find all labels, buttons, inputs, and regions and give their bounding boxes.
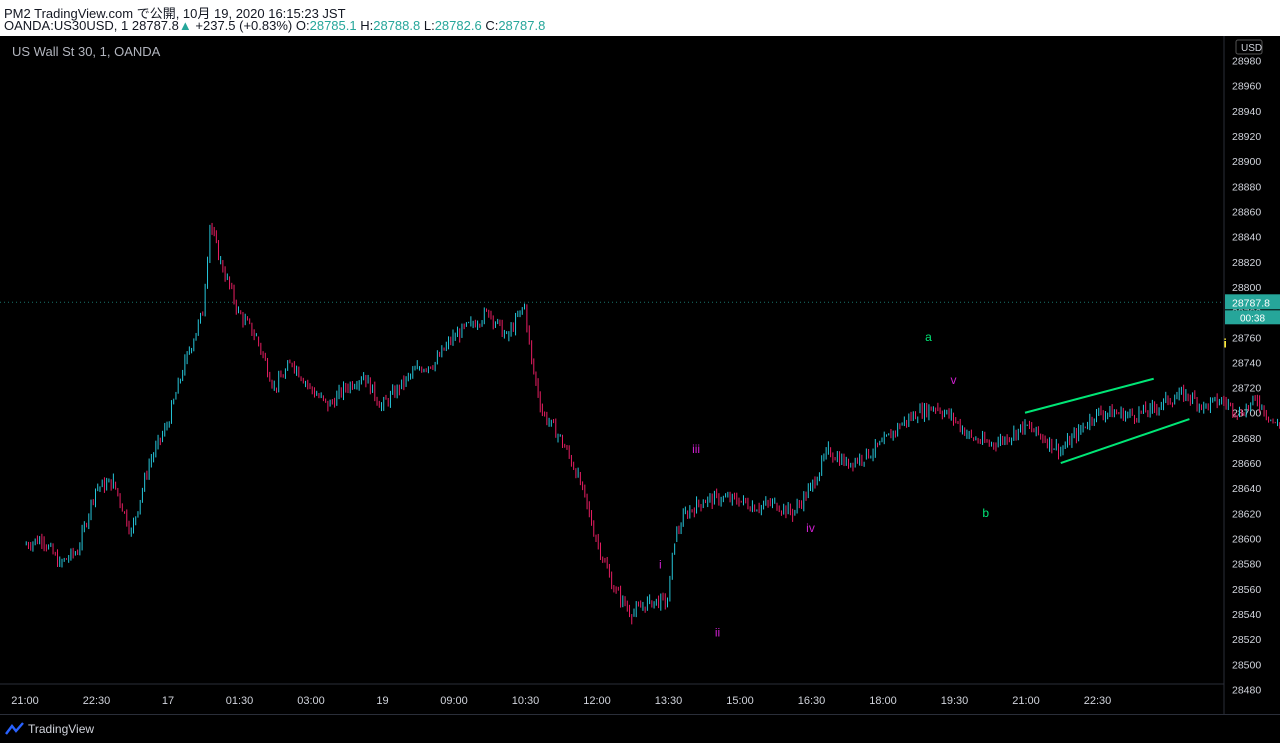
wave-label: iv (806, 521, 815, 535)
price-chart[interactable]: 28480 28500 28520 28540 28560 28580 28600 28620… (0, 36, 1280, 714)
x-tick-label: 21:00 (11, 695, 39, 707)
low-label: L: (423, 18, 435, 33)
price-change: +237.5 (+0.83%) (195, 18, 293, 33)
x-tick-label: 19 (376, 695, 388, 707)
low-value: 28782.6 (434, 18, 482, 33)
price-series (25, 222, 1280, 625)
wave-label: v (951, 373, 957, 387)
price-axis[interactable]: 28480 28500 28520 28540 28560 28580 28600 28620… (1223, 36, 1263, 714)
y-tick-label: 28860 (1232, 207, 1261, 219)
tradingview-logo-icon (5, 722, 24, 735)
x-tick-label: 03:00 (297, 695, 325, 707)
x-tick-label: 13:30 (655, 695, 683, 707)
y-tick-label: 28500 (1232, 659, 1261, 671)
y-tick-label: 28800 (1232, 282, 1261, 294)
x-tick-label: 09:00 (440, 695, 468, 707)
x-tick-label: 16:30 (798, 695, 826, 707)
y-tick-label: 28980 (1232, 56, 1261, 68)
y-tick-label: 28660 (1232, 458, 1261, 470)
y-tick-label: 28880 (1232, 181, 1261, 193)
x-tick-label: 12:00 (583, 695, 611, 707)
y-tick-label: 28840 (1232, 232, 1261, 244)
x-tick-label: 22:30 (83, 695, 111, 707)
wave-label: i (659, 558, 662, 572)
y-tick-label: 28580 (1232, 559, 1261, 571)
last-price-tag-label: 28787.8 (1232, 297, 1270, 309)
countdown-tag (1225, 310, 1280, 325)
y-tick-label: 28680 (1232, 433, 1261, 445)
close-value: 28787.8 (498, 18, 546, 33)
y-tick-label: 28520 (1232, 634, 1261, 646)
wave-label: b (982, 506, 989, 520)
y-tick-label: 28960 (1232, 81, 1261, 93)
open-label: O: (295, 18, 310, 33)
channel-line (1060, 418, 1190, 464)
last-price-tag (1225, 294, 1280, 310)
y-tick-label: 28620 (1232, 508, 1261, 520)
close-label: C: (485, 18, 499, 33)
y-tick-label: 28560 (1232, 584, 1261, 596)
y-tick-label: 28640 (1232, 483, 1261, 495)
y-tick-label: 28600 (1232, 534, 1261, 546)
y-tick-label: 28920 (1232, 131, 1261, 143)
y-tick-label: 28480 (1232, 684, 1261, 696)
chart-title: US Wall St 30, 1, OANDA (12, 44, 161, 59)
wave-label: iii (692, 442, 700, 456)
up-arrow-icon: ▲ (178, 18, 192, 33)
high-label: H: (360, 18, 374, 33)
wave-annotations: iiiiiiivvabiiiiiiivcv (659, 330, 1227, 640)
wave-label: ii (715, 626, 720, 640)
footer: TradingView (0, 714, 1280, 743)
open-value: 28785.1 (309, 18, 357, 33)
y-tick-label: 28540 (1232, 609, 1261, 621)
x-tick-label: 22:30 (1084, 695, 1112, 707)
x-tick-label: 17 (162, 695, 174, 707)
x-tick-label: 19:30 (941, 695, 969, 707)
x-tick-label: 18:00 (869, 695, 897, 707)
time-axis[interactable]: 21:00 22:30 17 01:30 03:00 19 09:00 10:30 12:00 1… (0, 683, 1224, 707)
channel-lines (1024, 377, 1190, 464)
brand-label: TradingView (28, 722, 95, 736)
last-price: 28787.8 (131, 18, 179, 33)
y-tick-label: 28900 (1232, 156, 1261, 168)
high-value: 28788.8 (373, 18, 421, 33)
x-tick-label: 10:30 (512, 695, 540, 707)
y-tick-label: 28820 (1232, 257, 1261, 269)
y-tick-label: 28740 (1232, 357, 1261, 369)
y-tick-label: 28940 (1232, 106, 1261, 118)
publish-info: PM2 TradingView.com で公開, 10月 19, 2020 16… (4, 6, 346, 21)
x-tick-label: 15:00 (726, 695, 754, 707)
x-tick-label: 01:30 (226, 695, 254, 707)
channel-line (1024, 377, 1154, 414)
wave-label: i (1224, 336, 1227, 350)
wave-label: a (925, 330, 932, 344)
currency-label: USD (1241, 43, 1262, 54)
countdown-label: 00:38 (1240, 313, 1265, 324)
currency-badge (1235, 39, 1263, 55)
symbol-label: OANDA:US30USD, 1 (4, 18, 129, 33)
price-tags: 28787.8 00:38 (1225, 294, 1280, 325)
y-tick-label: 28760 (1232, 332, 1261, 344)
chart-header: PM2 TradingView.com で公開, 10月 19, 2020 16… (0, 0, 1280, 36)
x-tick-label: 21:00 (1012, 695, 1040, 707)
y-tick-label: 28720 (1232, 383, 1261, 395)
ohlc-line: OANDA:US30USD, 1 28787.8▲ +237.5 (+0.83%… (4, 18, 545, 33)
